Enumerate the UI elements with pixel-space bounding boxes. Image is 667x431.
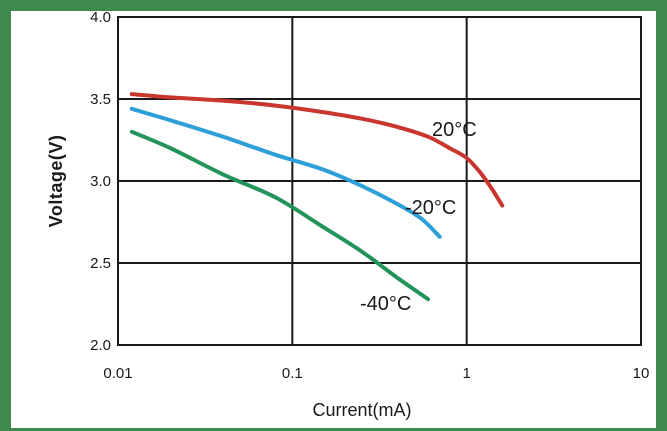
series-label-minus40c: -40°C: [360, 293, 411, 315]
x-tick-label: 0.01: [103, 365, 132, 382]
y-tick-label: 2.5: [90, 255, 111, 272]
plot-border: [117, 16, 642, 346]
x-tick-label: 0.1: [282, 365, 303, 382]
series-label-minus20c: -20°C: [405, 197, 456, 219]
series-line-1: [129, 106, 442, 239]
y-tick-label: 2.0: [90, 337, 111, 354]
x-axis-title: Current(mA): [312, 400, 411, 420]
series-line-2: [129, 129, 430, 302]
x-tick-label: 10: [633, 365, 650, 382]
series-label-20c: 20°C: [432, 119, 477, 141]
y-tick-label: 3.5: [90, 91, 111, 108]
x-tick-label: 1: [462, 365, 470, 382]
y-tick-label: 4.0: [90, 9, 111, 26]
y-axis-title: Voltage(V): [46, 135, 66, 228]
y-tick-label: 3.0: [90, 173, 111, 190]
series-line-0: [129, 92, 505, 208]
